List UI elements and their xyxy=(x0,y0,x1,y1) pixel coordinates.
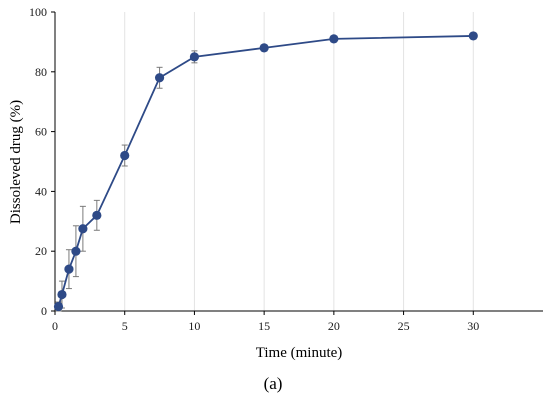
x-tick-label: 10 xyxy=(188,319,200,333)
data-point xyxy=(189,52,200,62)
data-point xyxy=(154,73,165,83)
axes xyxy=(54,12,543,312)
y-tick-label: 60 xyxy=(35,125,47,139)
data-point xyxy=(120,150,130,161)
x-axis-title: Time (minute) xyxy=(256,345,343,361)
x-tick-label: 5 xyxy=(122,319,128,333)
data-point xyxy=(57,289,67,300)
y-tick-label: 20 xyxy=(35,244,47,258)
data-point xyxy=(71,246,81,256)
data-points xyxy=(53,31,478,312)
x-tick-label: 20 xyxy=(328,319,340,333)
y-tick-label: 80 xyxy=(35,65,47,79)
data-point xyxy=(53,301,64,312)
y-axis-title: Dissoleved drug (%) xyxy=(8,100,24,224)
figure-caption: (a) xyxy=(264,374,283,393)
error-bars xyxy=(55,33,477,312)
y-ticks: 0 20 40 60 80 100 xyxy=(29,5,55,318)
data-point xyxy=(64,264,74,274)
x-tick-label: 30 xyxy=(467,319,479,333)
grid-lines xyxy=(124,12,474,311)
series-line xyxy=(57,35,474,307)
y-tick-label: 0 xyxy=(41,304,47,318)
data-point xyxy=(78,224,88,234)
x-ticks: 0 5 10 15 20 25 30 xyxy=(52,311,479,333)
y-tick-label: 40 xyxy=(35,184,47,198)
data-point xyxy=(259,43,269,53)
x-tick-label: 0 xyxy=(52,319,58,333)
x-tick-label: 15 xyxy=(258,319,270,333)
data-point xyxy=(329,34,339,44)
data-point xyxy=(92,210,102,220)
x-tick-label: 25 xyxy=(398,319,410,333)
data-point xyxy=(468,31,478,41)
y-tick-label: 100 xyxy=(29,5,47,19)
